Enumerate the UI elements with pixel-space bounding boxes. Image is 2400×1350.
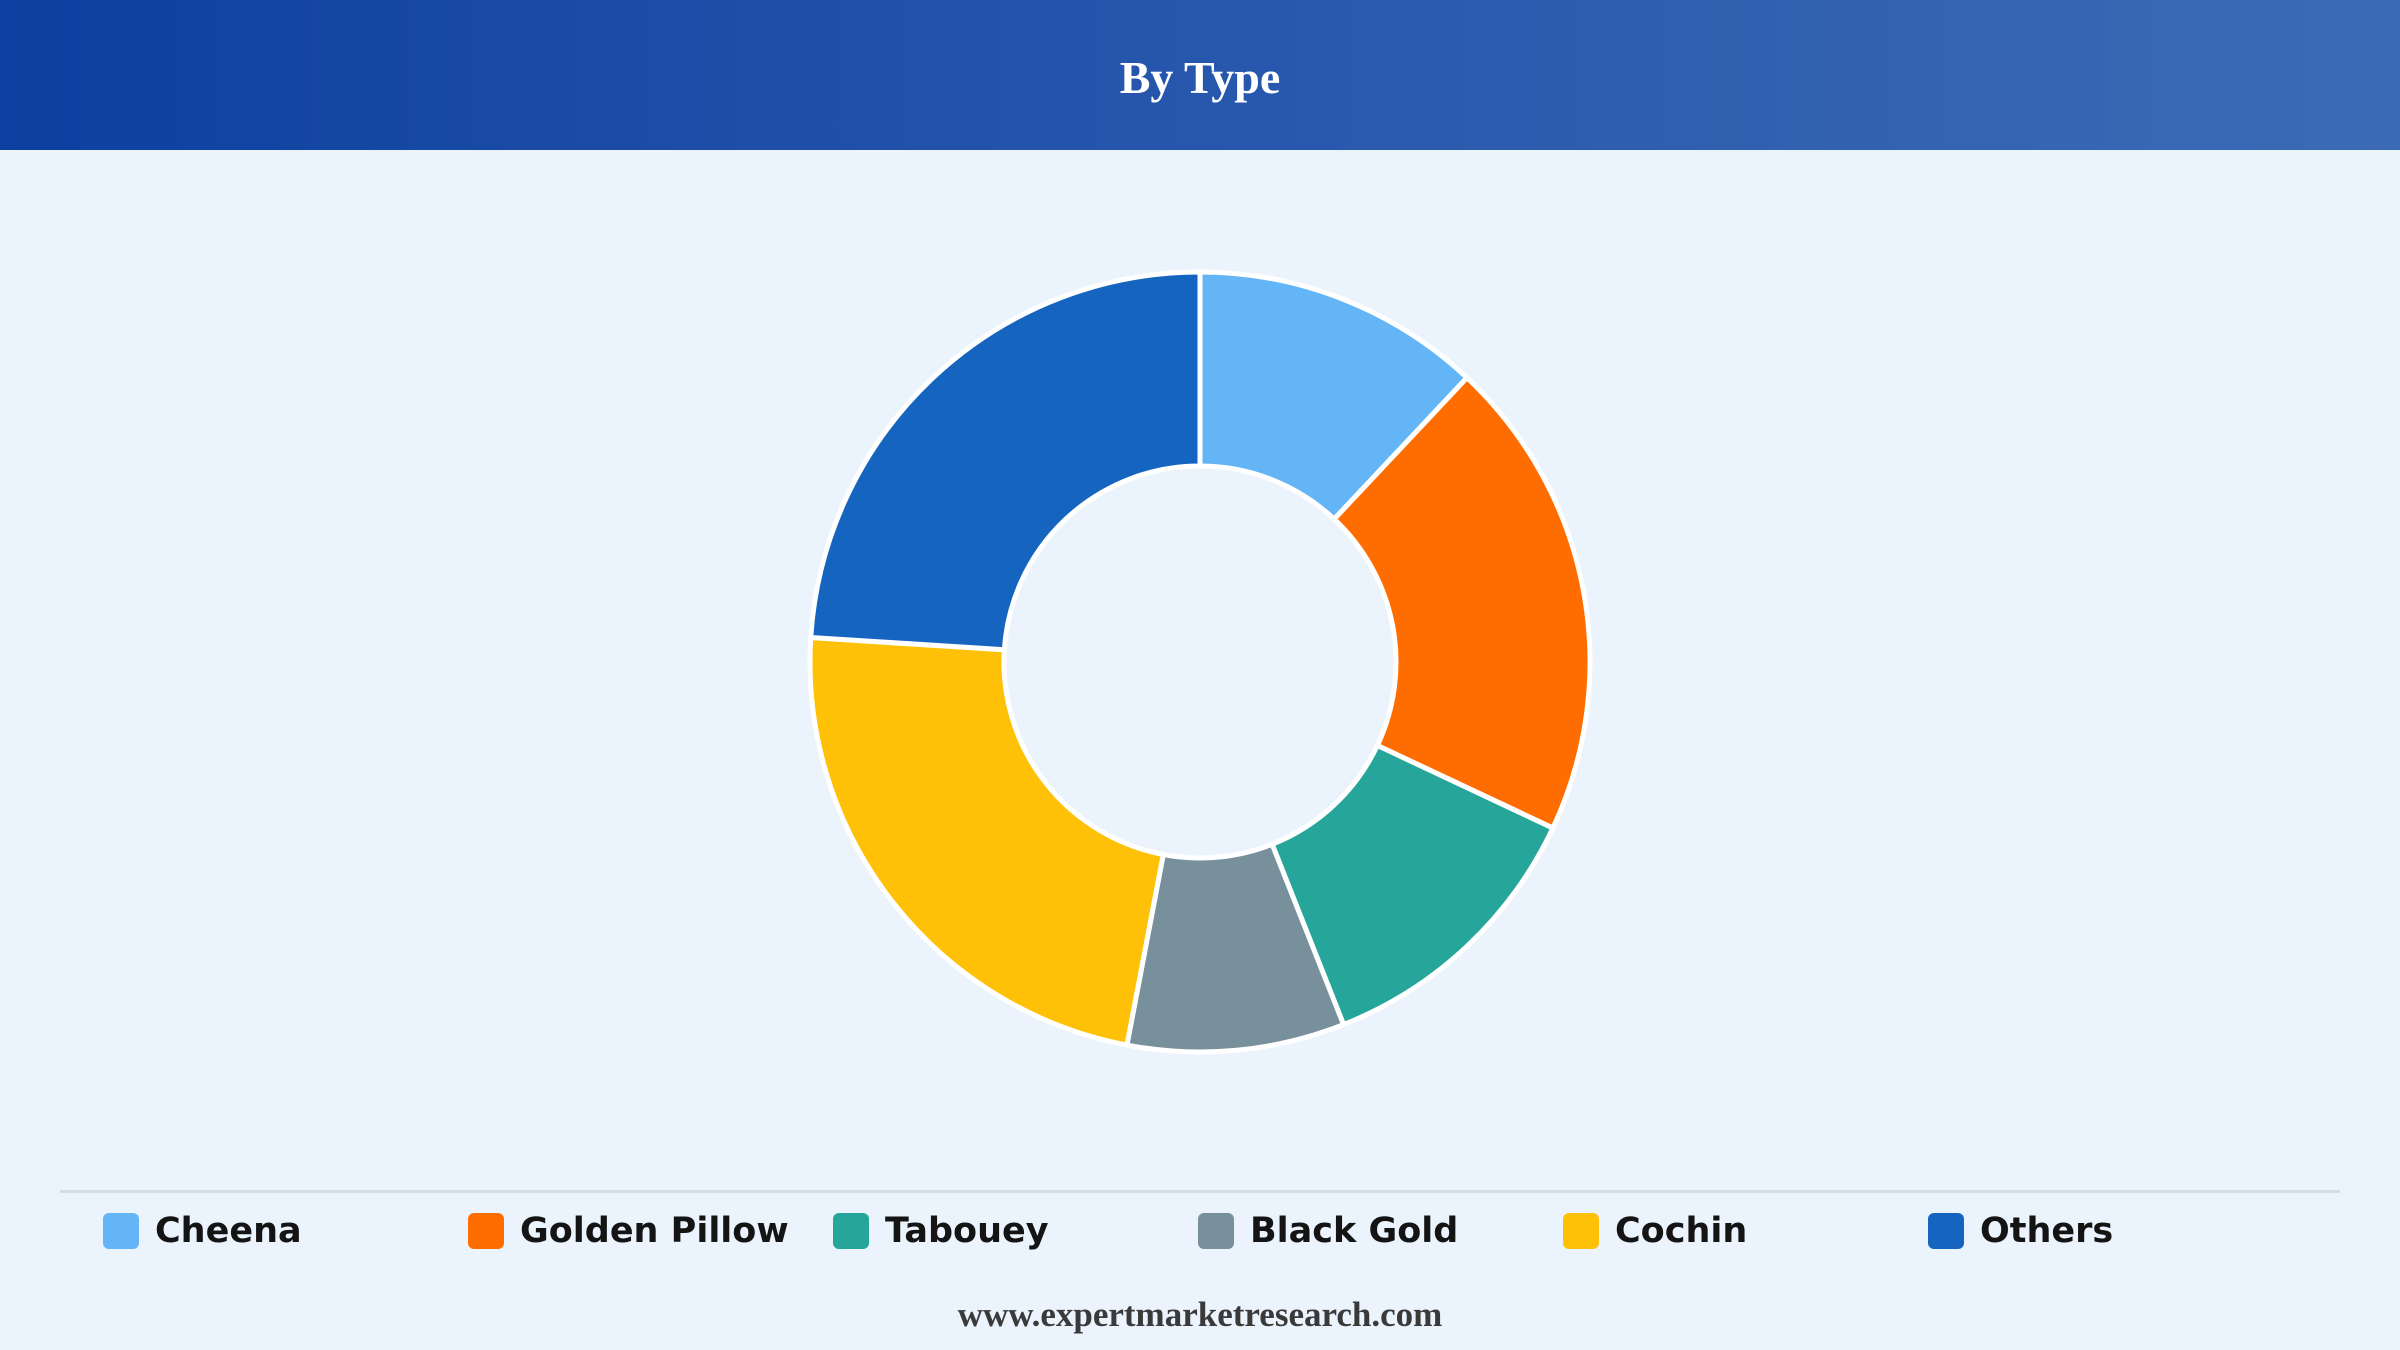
donut-slices	[807, 269, 1593, 1055]
slice-golden-pillow	[1331, 375, 1593, 831]
chart-header: By Type	[0, 0, 2400, 150]
legend-swatch	[1928, 1213, 1964, 1249]
legend-swatch	[1563, 1213, 1599, 1249]
slice-others	[808, 269, 1203, 653]
legend-divider	[60, 1190, 2340, 1193]
footer-url: www.expertmarketresearch.com	[957, 1295, 1443, 1334]
legend-label: Black Gold	[1250, 1211, 1459, 1251]
legend-item-cheena: Cheena	[103, 1205, 302, 1257]
legend-swatch	[1198, 1213, 1234, 1249]
slice-tabouey	[1269, 742, 1556, 1028]
legend-label: Cochin	[1615, 1211, 1748, 1251]
chart-title: By Type	[1119, 51, 1281, 103]
legend-label: Golden Pillow	[520, 1211, 789, 1251]
legend-swatch	[468, 1213, 504, 1249]
legend-item-black-gold: Black Gold	[1198, 1205, 1458, 1257]
legend-swatch	[103, 1213, 139, 1249]
legend-label: Others	[1980, 1211, 2114, 1251]
chart-legend: Cheena Golden Pillow Tabouey Black Gold Coch…	[103, 1205, 2323, 1257]
slice-cheena	[1197, 269, 1470, 522]
legend-item-tabouey: Tabouey	[833, 1205, 1049, 1257]
legend-item-golden-pillow: Golden Pillow	[468, 1205, 789, 1257]
legend-label: Tabouey	[885, 1211, 1049, 1251]
legend-item-others: Others	[1928, 1205, 2113, 1257]
legend-swatch	[833, 1213, 869, 1249]
legend-item-cochin: Cochin	[1563, 1205, 1747, 1257]
slice-cochin	[807, 635, 1166, 1048]
legend-label: Cheena	[155, 1211, 302, 1251]
